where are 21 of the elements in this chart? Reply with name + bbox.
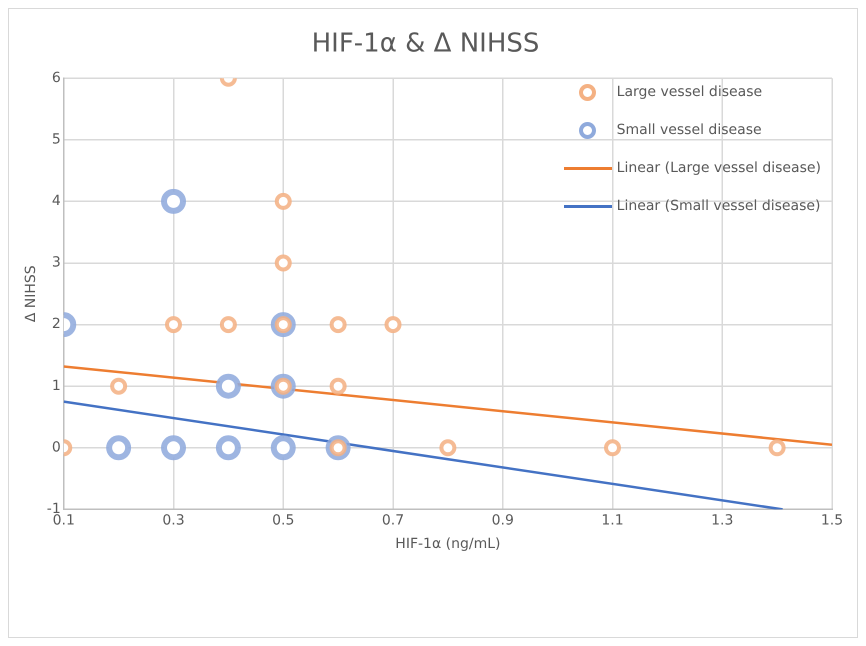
y-tick-label: 0 bbox=[52, 439, 61, 456]
x-tick-label: 0.7 bbox=[382, 512, 404, 528]
x-tick-label: 1.1 bbox=[601, 512, 624, 528]
x-tick-label: 1.5 bbox=[820, 512, 844, 528]
legend-label: Large vessel disease bbox=[616, 84, 762, 100]
x-tick-label: 0.5 bbox=[272, 512, 294, 528]
y-axis-title: Δ NIHSS bbox=[23, 265, 40, 322]
y-tick-label: 1 bbox=[52, 378, 61, 394]
legend-label: Small vessel disease bbox=[616, 122, 762, 138]
y-tick-label: 5 bbox=[52, 131, 61, 148]
chart-title: HIF-1α & Δ NIHSS bbox=[312, 28, 540, 58]
y-tick-label: 4 bbox=[52, 193, 61, 210]
x-tick-label: 0.9 bbox=[492, 512, 514, 528]
legend-label: Linear (Large vessel disease) bbox=[616, 160, 821, 176]
x-tick-label: 1.3 bbox=[711, 512, 734, 528]
x-tick-label: 0.3 bbox=[162, 512, 185, 528]
legend-label: Linear (Small vessel disease) bbox=[616, 198, 820, 214]
x-axis-title: HIF-1α (ng/mL) bbox=[395, 536, 500, 552]
y-tick-label: 3 bbox=[52, 254, 61, 271]
y-tick-label: 6 bbox=[52, 70, 61, 86]
y-tick-label: 2 bbox=[52, 316, 61, 332]
